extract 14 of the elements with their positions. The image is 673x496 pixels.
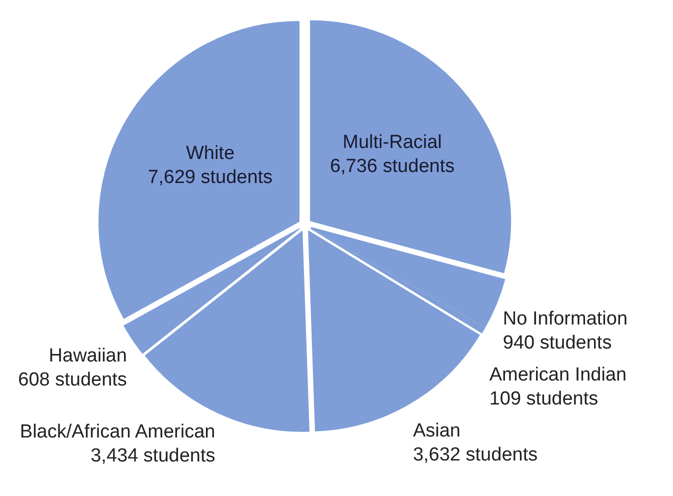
data-label: 7,629 students — [148, 167, 273, 188]
slice-label: No Information — [502, 308, 628, 330]
data-label: 109 students — [489, 388, 598, 410]
data-label: 3,434 students — [90, 445, 216, 466]
data-label: 940 students — [502, 332, 612, 354]
data-label: 6,736 students — [330, 156, 455, 178]
slice-label: Asian — [412, 420, 460, 442]
slice-label: American Indian — [489, 364, 627, 386]
slice-label: White — [186, 143, 235, 164]
slice-label: Black/African American — [20, 421, 216, 442]
data-label: 608 students — [18, 370, 127, 391]
slice-label: Multi-Racial — [342, 132, 442, 154]
slice-label: Hawaiian — [48, 346, 127, 367]
data-label: 3,632 students — [412, 444, 538, 466]
